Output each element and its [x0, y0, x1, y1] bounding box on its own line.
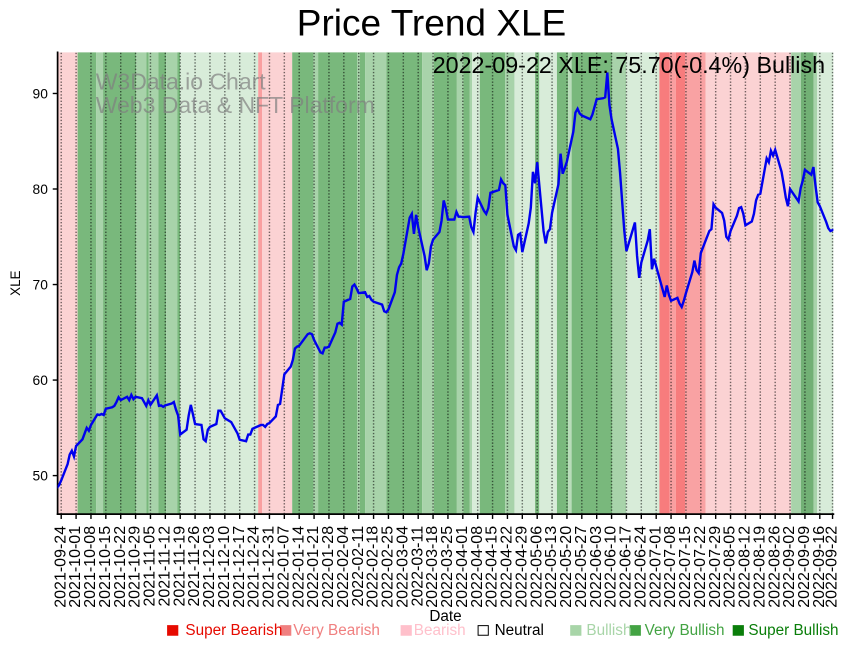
svg-text:2022-09-22 XLE: 75.70(-0.4%) B: 2022-09-22 XLE: 75.70(-0.4%) Bullish: [433, 52, 825, 78]
svg-text:2021-10-15: 2021-10-15: [97, 526, 114, 608]
svg-text:Date: Date: [429, 608, 461, 625]
svg-text:Bullish: Bullish: [586, 622, 631, 639]
svg-text:2022-02-25: 2022-02-25: [380, 526, 397, 608]
svg-text:2021-10-29: 2021-10-29: [127, 526, 144, 608]
svg-text:2021-12-17: 2021-12-17: [231, 526, 248, 608]
svg-text:2022-07-01: 2022-07-01: [647, 526, 664, 608]
svg-text:2021-10-08: 2021-10-08: [82, 526, 99, 608]
svg-text:2021-09-24: 2021-09-24: [52, 526, 69, 608]
svg-text:2022-05-06: 2022-05-06: [528, 526, 545, 608]
svg-text:50: 50: [33, 469, 49, 484]
svg-text:2022-01-07: 2022-01-07: [275, 526, 292, 608]
svg-text:Very Bearish: Very Bearish: [293, 622, 380, 639]
svg-text:2022-09-02: 2022-09-02: [781, 526, 798, 608]
svg-text:2022-07-29: 2022-07-29: [707, 526, 724, 608]
svg-text:Super Bearish: Super Bearish: [185, 622, 282, 639]
svg-text:2022-05-20: 2022-05-20: [558, 526, 575, 608]
svg-text:Super Bullish: Super Bullish: [748, 622, 838, 639]
svg-text:70: 70: [33, 278, 49, 293]
svg-text:2022-03-18: 2022-03-18: [424, 526, 441, 608]
svg-text:2022-07-15: 2022-07-15: [677, 526, 694, 608]
svg-text:90: 90: [33, 86, 49, 101]
svg-text:2022-08-05: 2022-08-05: [722, 526, 739, 608]
svg-text:W3Data.io Chart: W3Data.io Chart: [96, 69, 267, 95]
svg-text:2022-08-26: 2022-08-26: [766, 526, 783, 608]
svg-text:2022-06-03: 2022-06-03: [588, 526, 605, 608]
svg-text:2021-11-05: 2021-11-05: [142, 526, 159, 607]
svg-text:2021-11-19: 2021-11-19: [171, 526, 188, 607]
svg-text:Price Trend XLE: Price Trend XLE: [297, 2, 566, 43]
svg-text:2021-12-03: 2021-12-03: [201, 526, 218, 608]
svg-text:2022-03-11: 2022-03-11: [409, 526, 426, 607]
svg-text:2022-01-14: 2022-01-14: [290, 526, 307, 608]
svg-text:2022-02-18: 2022-02-18: [365, 526, 382, 608]
svg-text:2022-06-10: 2022-06-10: [603, 526, 620, 608]
svg-text:2021-11-26: 2021-11-26: [186, 526, 203, 607]
svg-text:2022-09-09: 2022-09-09: [796, 526, 813, 608]
svg-text:Very Bullish: Very Bullish: [645, 622, 725, 639]
svg-text:2021-12-10: 2021-12-10: [216, 526, 233, 608]
svg-text:2022-08-12: 2022-08-12: [737, 526, 754, 608]
svg-text:2022-03-04: 2022-03-04: [394, 526, 411, 608]
svg-text:2022-04-08: 2022-04-08: [469, 526, 486, 608]
svg-text:2022-04-15: 2022-04-15: [484, 526, 501, 608]
svg-text:2021-12-24: 2021-12-24: [246, 526, 263, 608]
svg-text:2021-12-31: 2021-12-31: [261, 526, 278, 608]
svg-text:60: 60: [33, 373, 49, 388]
svg-text:2022-09-16: 2022-09-16: [811, 526, 828, 608]
svg-text:2022-06-17: 2022-06-17: [618, 526, 635, 608]
svg-text:2021-10-01: 2021-10-01: [67, 526, 84, 608]
svg-text:2022-07-22: 2022-07-22: [692, 526, 709, 608]
svg-text:Neutral: Neutral: [495, 622, 544, 639]
svg-text:2022-01-28: 2022-01-28: [320, 526, 337, 608]
svg-text:2022-04-01: 2022-04-01: [454, 526, 471, 608]
svg-text:2022-02-04: 2022-02-04: [335, 526, 352, 608]
svg-text:2022-09-22: 2022-09-22: [824, 526, 841, 608]
svg-text:2022-07-08: 2022-07-08: [662, 526, 679, 608]
svg-text:2022-03-25: 2022-03-25: [439, 526, 456, 608]
svg-text:2022-05-27: 2022-05-27: [573, 526, 590, 608]
svg-text:2022-06-24: 2022-06-24: [632, 526, 649, 608]
svg-text:XLE: XLE: [8, 270, 23, 295]
svg-text:Web3 Data & NFT Platform: Web3 Data & NFT Platform: [96, 92, 375, 118]
svg-text:2021-11-12: 2021-11-12: [156, 526, 173, 607]
svg-text:2022-08-19: 2022-08-19: [751, 526, 768, 608]
svg-text:2022-04-29: 2022-04-29: [513, 526, 530, 608]
svg-text:2022-05-13: 2022-05-13: [543, 526, 560, 608]
svg-text:2021-10-22: 2021-10-22: [112, 526, 129, 608]
svg-text:Bearish: Bearish: [414, 622, 466, 639]
svg-text:2022-01-21: 2022-01-21: [305, 526, 322, 608]
svg-text:2022-02-11: 2022-02-11: [350, 526, 367, 607]
svg-text:80: 80: [33, 182, 49, 197]
svg-text:2022-04-22: 2022-04-22: [499, 526, 516, 608]
